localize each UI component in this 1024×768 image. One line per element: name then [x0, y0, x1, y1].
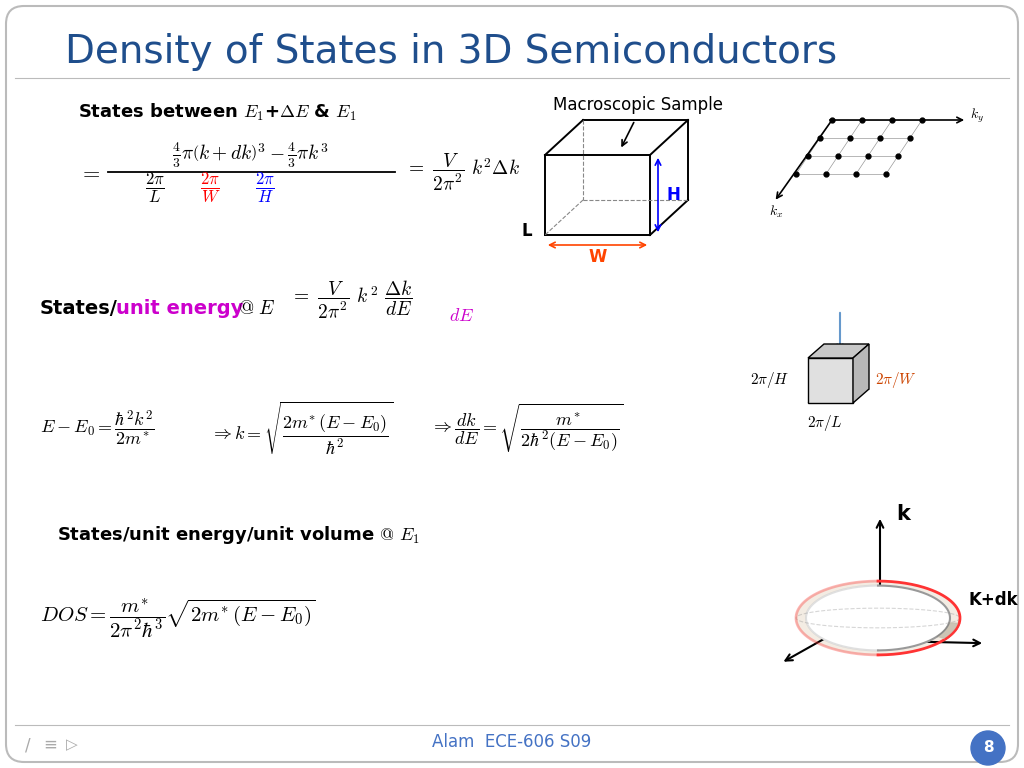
- Text: $\dfrac{2\pi}{L}$: $\dfrac{2\pi}{L}$: [145, 171, 165, 205]
- Polygon shape: [808, 344, 869, 358]
- Text: k: k: [896, 504, 910, 524]
- Text: $\Rightarrow k=\sqrt{\dfrac{2m^{\!\ast}(E-E_0)}{\hbar^2}}$: $\Rightarrow k=\sqrt{\dfrac{2m^{\!\ast}(…: [210, 399, 393, 456]
- Polygon shape: [806, 586, 950, 650]
- Text: Alam  ECE-606 S09: Alam ECE-606 S09: [432, 733, 592, 751]
- Text: W: W: [589, 248, 606, 266]
- Polygon shape: [853, 344, 869, 403]
- Polygon shape: [937, 623, 959, 639]
- Text: $=$: $=$: [79, 162, 101, 182]
- Text: $k_x$: $k_x$: [769, 204, 783, 220]
- Text: K+dk: K+dk: [968, 591, 1018, 609]
- Text: ▷: ▷: [67, 737, 78, 753]
- Text: $E-E_0=\dfrac{\hbar^2k^2}{2m^{\!\ast}}$: $E-E_0=\dfrac{\hbar^2k^2}{2m^{\!\ast}}$: [40, 409, 155, 447]
- Text: $dE$: $dE$: [450, 307, 475, 325]
- Text: $2\pi/H$: $2\pi/H$: [750, 370, 790, 390]
- Text: $@\ E$: $@\ E$: [238, 299, 275, 317]
- Text: ≡: ≡: [43, 736, 57, 754]
- Text: $\frac{4}{3}\pi\left(k+dk\right)^3-\frac{4}{3}\pi k^3$: $\frac{4}{3}\pi\left(k+dk\right)^3-\frac…: [172, 141, 329, 170]
- Text: H: H: [666, 186, 680, 204]
- Polygon shape: [808, 358, 853, 403]
- Text: Density of States in 3D Semiconductors: Density of States in 3D Semiconductors: [65, 33, 838, 71]
- FancyBboxPatch shape: [6, 6, 1018, 762]
- Circle shape: [971, 731, 1005, 765]
- Text: $DOS=\dfrac{m^{\!\ast}}{2\pi^2\hbar^3}\sqrt{2m^{\!\ast}(E-E_0)}$: $DOS=\dfrac{m^{\!\ast}}{2\pi^2\hbar^3}\s…: [40, 597, 315, 640]
- Text: $k_y$: $k_y$: [970, 107, 984, 125]
- Text: $\Rightarrow \dfrac{dk}{dE}=\sqrt{\dfrac{m^{\!\ast}}{2\hbar^2(E-E_0)}}$: $\Rightarrow \dfrac{dk}{dE}=\sqrt{\dfrac…: [430, 402, 624, 455]
- Text: unit energy: unit energy: [116, 299, 244, 317]
- Text: /: /: [26, 736, 31, 754]
- Text: $\dfrac{2\pi}{H}$: $\dfrac{2\pi}{H}$: [255, 171, 274, 205]
- Text: States/: States/: [40, 299, 118, 317]
- Text: 8: 8: [983, 740, 993, 756]
- Text: $2\pi/L$: $2\pi/L$: [807, 413, 843, 433]
- Polygon shape: [796, 581, 961, 655]
- Text: $\dfrac{2\pi}{W}$: $\dfrac{2\pi}{W}$: [200, 171, 220, 205]
- Text: Macroscopic Sample: Macroscopic Sample: [553, 96, 723, 114]
- Text: $2\pi/W$: $2\pi/W$: [874, 370, 918, 390]
- Text: $=\ \dfrac{V}{2\pi^2}\ k^{\,2}\ \dfrac{\Delta k}{dE}$: $=\ \dfrac{V}{2\pi^2}\ k^{\,2}\ \dfrac{\…: [290, 279, 413, 321]
- Text: $=\ \dfrac{V}{2\pi^2}\ k^2\Delta k$: $=\ \dfrac{V}{2\pi^2}\ k^2\Delta k$: [406, 151, 520, 193]
- Text: States between $E_1$+$\Delta E$ & $E_1$: States between $E_1$+$\Delta E$ & $E_1$: [78, 101, 356, 123]
- Text: States/unit energy/unit volume $@\ E_1$: States/unit energy/unit volume $@\ E_1$: [57, 524, 420, 546]
- Text: L: L: [521, 222, 532, 240]
